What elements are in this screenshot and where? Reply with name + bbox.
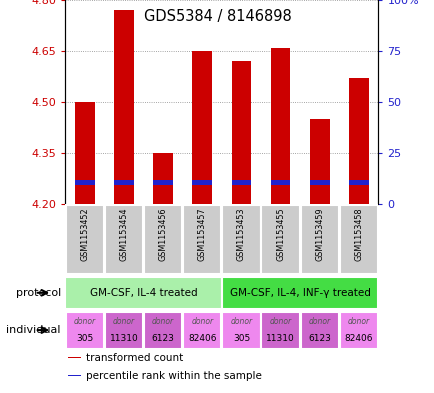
Text: donor: donor <box>347 317 369 326</box>
Text: percentile rank within the sample: percentile rank within the sample <box>85 371 261 381</box>
Bar <box>114 10 134 204</box>
Text: donor: donor <box>269 317 291 326</box>
Text: GM-CSF, IL-4, INF-γ treated: GM-CSF, IL-4, INF-γ treated <box>229 288 370 298</box>
Text: donor: donor <box>191 317 213 326</box>
Bar <box>348 78 368 204</box>
Text: transformed count: transformed count <box>85 353 182 363</box>
Text: 6123: 6123 <box>308 334 330 343</box>
Text: individual: individual <box>7 325 61 335</box>
Text: GDS5384 / 8146898: GDS5384 / 8146898 <box>143 9 291 24</box>
Bar <box>309 119 329 204</box>
Text: GSM1153453: GSM1153453 <box>237 207 245 261</box>
Bar <box>153 153 172 204</box>
Text: GSM1153456: GSM1153456 <box>158 207 167 261</box>
Bar <box>261 312 299 349</box>
Text: 11310: 11310 <box>266 334 294 343</box>
Bar <box>65 277 221 309</box>
Bar <box>222 205 260 274</box>
Bar <box>105 312 143 349</box>
Text: GSM1153454: GSM1153454 <box>119 207 128 261</box>
Bar <box>222 312 260 349</box>
Bar <box>221 277 378 309</box>
Bar <box>75 102 95 204</box>
Text: donor: donor <box>113 317 135 326</box>
Text: 82406: 82406 <box>344 334 372 343</box>
Text: 305: 305 <box>76 334 93 343</box>
Bar <box>66 312 104 349</box>
Bar <box>144 205 182 274</box>
Bar <box>153 180 172 185</box>
Text: GSM1153455: GSM1153455 <box>276 207 284 261</box>
Text: GSM1153457: GSM1153457 <box>197 207 206 261</box>
Bar <box>309 180 329 185</box>
Text: GM-CSF, IL-4 treated: GM-CSF, IL-4 treated <box>89 288 197 298</box>
Bar <box>300 312 338 349</box>
Bar <box>231 180 251 185</box>
Text: donor: donor <box>74 317 95 326</box>
Bar <box>66 205 104 274</box>
Text: 6123: 6123 <box>151 334 174 343</box>
Text: 305: 305 <box>232 334 250 343</box>
Bar <box>114 180 134 185</box>
Bar <box>270 180 289 185</box>
Bar <box>261 205 299 274</box>
Bar <box>68 375 81 376</box>
Bar <box>339 205 377 274</box>
Bar <box>75 180 95 185</box>
Bar <box>144 312 182 349</box>
Text: 82406: 82406 <box>187 334 216 343</box>
Text: GSM1153458: GSM1153458 <box>354 207 362 261</box>
Text: GSM1153452: GSM1153452 <box>80 207 89 261</box>
Text: donor: donor <box>152 317 174 326</box>
Bar <box>105 205 143 274</box>
Text: donor: donor <box>230 317 252 326</box>
Bar <box>183 312 221 349</box>
Text: GSM1153459: GSM1153459 <box>315 207 323 261</box>
Bar <box>183 205 221 274</box>
Bar <box>270 48 289 204</box>
Text: protocol: protocol <box>16 288 61 298</box>
Bar <box>192 180 211 185</box>
Bar <box>68 357 81 358</box>
Text: 11310: 11310 <box>109 334 138 343</box>
Bar <box>192 51 211 204</box>
Bar <box>348 180 368 185</box>
Bar <box>231 61 251 204</box>
Bar <box>339 312 377 349</box>
Bar <box>300 205 338 274</box>
Text: donor: donor <box>308 317 330 326</box>
